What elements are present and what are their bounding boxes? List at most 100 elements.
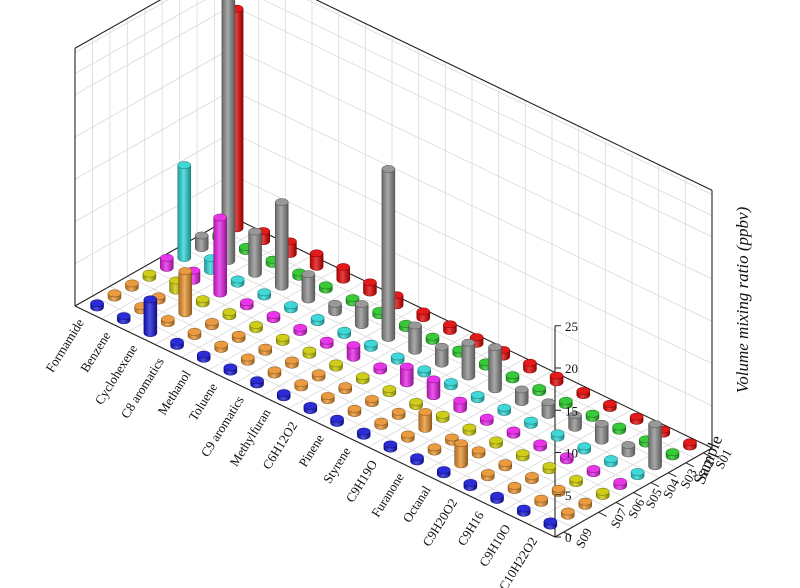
- bar: [416, 307, 431, 323]
- bar-top: [223, 363, 238, 372]
- bar-top: [568, 411, 582, 419]
- bar-top: [444, 378, 458, 386]
- back-wall-grid-line: [231, 89, 713, 322]
- bar-top: [338, 382, 353, 390]
- z-tick-label: 5: [565, 488, 572, 503]
- bar-top: [534, 494, 548, 503]
- bar: [409, 398, 423, 410]
- bar: [665, 448, 680, 461]
- bar-top: [533, 439, 547, 448]
- bar: [648, 420, 662, 471]
- bar: [257, 288, 272, 301]
- bar-top: [445, 433, 459, 442]
- bar-top: [293, 324, 307, 332]
- bar-top: [576, 387, 591, 395]
- bar-body: [434, 346, 449, 368]
- bar-body: [248, 231, 262, 278]
- bar-top: [507, 482, 522, 490]
- bar-top: [523, 358, 537, 367]
- bar-top: [302, 346, 317, 355]
- bar-top: [365, 395, 379, 403]
- bar: [453, 396, 467, 413]
- bar: [408, 321, 422, 355]
- bar-top: [267, 366, 282, 375]
- z-tick-label: 15: [565, 403, 578, 418]
- bar: [417, 365, 432, 378]
- bar: [294, 379, 308, 392]
- bar: [249, 321, 263, 333]
- bar: [425, 332, 440, 345]
- bar-top: [383, 440, 398, 449]
- bar: [293, 324, 307, 336]
- bar-top: [425, 332, 440, 341]
- bar-top: [311, 369, 326, 378]
- bar-top: [488, 343, 502, 351]
- bar: [329, 359, 343, 372]
- bar-top: [319, 281, 333, 290]
- bar-body: [354, 303, 369, 329]
- bar-body: [408, 325, 422, 355]
- bar: [373, 362, 387, 375]
- bar-top: [550, 429, 565, 438]
- bar-top: [435, 410, 450, 419]
- bar: [354, 300, 369, 329]
- bar: [196, 350, 211, 363]
- bar: [365, 395, 379, 408]
- bar-top: [471, 446, 486, 455]
- bar-top: [364, 339, 378, 348]
- bar: [613, 478, 627, 490]
- bar-body: [177, 164, 192, 262]
- bar: [142, 269, 157, 282]
- bar: [241, 353, 255, 366]
- floor-grid-line: [474, 409, 633, 499]
- bar: [595, 487, 610, 500]
- bar: [400, 362, 414, 388]
- bar-top: [250, 376, 264, 385]
- bar-top: [161, 315, 175, 323]
- top-back-edge: [315, 0, 713, 191]
- bar: [328, 300, 342, 317]
- bar-top: [276, 389, 291, 397]
- bar-top: [630, 468, 645, 476]
- bar-top: [390, 352, 405, 361]
- bar: [125, 279, 139, 292]
- floor-grid-line: [208, 280, 366, 371]
- bar: [481, 469, 495, 482]
- bar-top: [434, 342, 449, 351]
- bar: [621, 441, 636, 458]
- bar: [401, 430, 415, 443]
- bar-top: [410, 453, 424, 462]
- bar-top: [320, 336, 334, 345]
- bar-top: [532, 384, 546, 392]
- bar-top: [648, 420, 662, 428]
- bar-top: [469, 333, 484, 341]
- floor-grid-line: [127, 275, 608, 508]
- bar-body: [143, 299, 158, 337]
- bar: [514, 385, 529, 406]
- bar: [533, 439, 547, 452]
- bar-top: [143, 295, 158, 304]
- bar-top: [497, 403, 512, 412]
- bar-top: [285, 356, 299, 365]
- bar: [435, 410, 450, 423]
- floor-grid-line: [421, 383, 579, 474]
- y-tick-label: S09: [572, 525, 595, 550]
- bar: [310, 314, 325, 327]
- bar: [444, 378, 458, 391]
- bar: [489, 436, 503, 449]
- bar: [143, 295, 158, 337]
- z-tick-label: 10: [565, 446, 578, 461]
- bar: [523, 358, 537, 374]
- bar-top: [330, 414, 344, 423]
- bar: [266, 311, 281, 324]
- bar-top: [391, 407, 406, 416]
- bar-top: [551, 484, 566, 493]
- bar-body: [178, 270, 193, 318]
- bar-top: [525, 472, 539, 480]
- bar-top: [585, 409, 600, 418]
- bar: [549, 371, 564, 387]
- bar: [363, 278, 377, 297]
- bar: [330, 414, 344, 427]
- bar-top: [559, 397, 573, 405]
- left-wall-grid-line: [74, 0, 206, 74]
